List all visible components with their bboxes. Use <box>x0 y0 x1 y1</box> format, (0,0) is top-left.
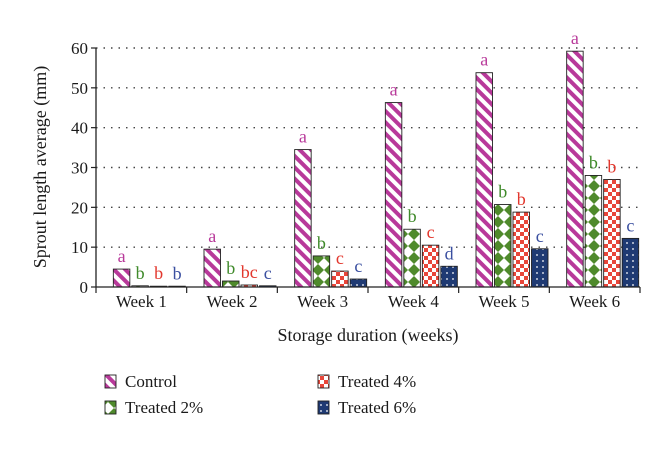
bar <box>584 175 603 288</box>
significance-letter: a <box>571 28 579 48</box>
y-tick-label: 0 <box>80 278 89 297</box>
significance-letter: bc <box>241 262 258 282</box>
significance-letter: a <box>208 226 216 246</box>
y-tick-label: 10 <box>71 238 88 257</box>
y-tick-label: 20 <box>71 198 88 217</box>
bar <box>440 265 458 288</box>
tick-labels: 0 10 20 30 40 50 60 Week 1 Week 2 Week 3 Week 4 Wee… <box>71 39 620 311</box>
legend-swatch <box>104 400 117 415</box>
y-tick-label: 40 <box>71 119 88 138</box>
bar <box>294 149 312 288</box>
legend-swatch <box>317 374 330 389</box>
significance-letter: b <box>517 189 526 209</box>
legend-label: Control <box>125 372 177 391</box>
significance-letter: b <box>408 206 417 226</box>
bar <box>621 237 640 288</box>
significance-letter: b <box>589 152 598 172</box>
y-tick-label: 30 <box>71 159 88 178</box>
bar <box>421 244 440 288</box>
y-tick-label: 50 <box>71 79 88 98</box>
bar <box>531 248 549 288</box>
bar <box>203 248 221 288</box>
x-tick-label: Week 2 <box>206 292 257 311</box>
legend: Control Treated 4% Treated 2% Treated 6% <box>104 372 416 417</box>
legend-swatch <box>317 400 330 415</box>
bar <box>222 280 240 288</box>
significance-letter: a <box>390 80 398 100</box>
axes <box>91 47 641 293</box>
x-tick-label: Week 1 <box>116 292 167 311</box>
bar <box>512 211 530 288</box>
significance-letter: b <box>226 258 235 278</box>
x-tick-label: Week 3 <box>297 292 348 311</box>
significance-letter: c <box>354 256 362 276</box>
significance-letter: b <box>317 233 326 253</box>
legend-swatch <box>104 374 117 389</box>
significance-letter: c <box>264 263 272 283</box>
significance-letter: c <box>427 222 435 242</box>
legend-label: Treated 6% <box>338 398 416 417</box>
significance-letter: b <box>154 263 163 283</box>
significance-letter: a <box>299 127 307 147</box>
significance-letter: c <box>626 215 634 235</box>
legend-label: Treated 4% <box>338 372 416 391</box>
significance-letter: b <box>498 182 507 202</box>
significance-letter: b <box>136 263 145 283</box>
bar <box>312 255 331 288</box>
significance-letter: b <box>607 156 616 176</box>
significance-letter: b <box>173 264 182 284</box>
bar <box>384 102 403 288</box>
x-tick-label: Week 5 <box>478 292 529 311</box>
significance-letter: a <box>480 50 488 70</box>
gridlines <box>96 47 640 248</box>
x-tick-label: Week 4 <box>388 292 440 311</box>
bar <box>331 270 349 288</box>
significance-letter: c <box>536 226 544 246</box>
bar <box>566 50 584 288</box>
significance-letter: c <box>336 248 344 268</box>
y-tick-label: 60 <box>71 39 88 58</box>
bar <box>494 204 512 288</box>
significance-letter: d <box>445 243 454 263</box>
bar <box>403 228 421 288</box>
bar <box>603 178 621 288</box>
y-axis-title: Sprout length average (mm) <box>30 66 51 268</box>
x-axis-title: Storage duration (weeks) <box>278 325 459 346</box>
bar <box>475 72 493 288</box>
bars <box>112 50 640 288</box>
significance-letter: a <box>118 246 126 266</box>
x-tick-label: Week 6 <box>569 292 620 311</box>
legend-label: Treated 2% <box>125 398 203 417</box>
bar <box>112 268 131 288</box>
bar <box>349 278 368 288</box>
